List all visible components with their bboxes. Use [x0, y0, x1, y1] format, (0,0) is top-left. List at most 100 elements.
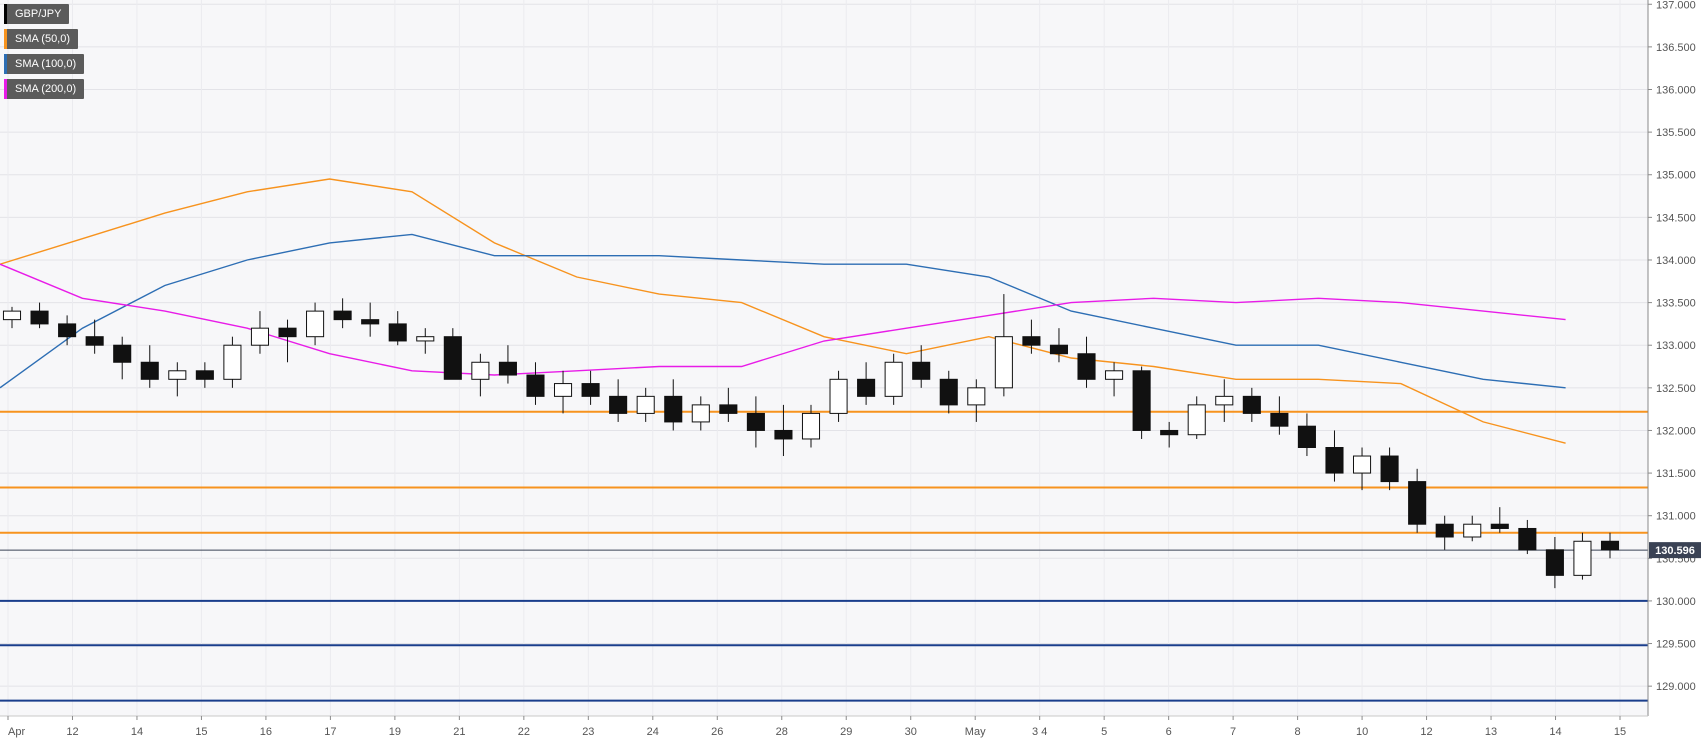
- candle[interactable]: [1490, 507, 1509, 533]
- candle[interactable]: [1187, 396, 1206, 439]
- legend-swatch: [4, 54, 7, 74]
- candle[interactable]: [746, 396, 765, 448]
- legend: GBP/JPY SMA (50,0) SMA (100,0) SMA (200,…: [4, 4, 85, 104]
- candle[interactable]: [140, 345, 159, 388]
- x-axis: Apr 12 14 15 16 17 19 21 22 23 24 26 28 29 30 May 3 4 5 6 7…: [7, 716, 1626, 738]
- legend-item-instrument[interactable]: GBP/JPY: [4, 4, 70, 24]
- x-tick-label: 28: [776, 726, 788, 738]
- candle[interactable]: [1435, 515, 1454, 550]
- candle[interactable]: [636, 387, 655, 422]
- candle[interactable]: [774, 404, 793, 457]
- legend-item-sma-100[interactable]: SMA (100,0): [4, 54, 85, 74]
- candle-body-bearish: [58, 323, 77, 338]
- candle-body-bullish: [691, 404, 710, 423]
- current-price-label: 130.596: [1655, 545, 1695, 557]
- x-tick-label: 14: [131, 726, 143, 738]
- x-tick-label: May: [965, 726, 986, 738]
- x-tick-label: Apr: [8, 726, 25, 738]
- candle[interactable]: [664, 379, 683, 431]
- candle-body-bearish: [1545, 549, 1564, 576]
- candle[interactable]: [250, 311, 270, 354]
- candle[interactable]: [113, 336, 132, 380]
- candle[interactable]: [967, 379, 986, 422]
- candle[interactable]: [719, 387, 738, 422]
- candle[interactable]: [1463, 515, 1482, 542]
- y-axis: 137.000 136.500 136.000 135.500 135.000 134.5…: [1648, 0, 1696, 693]
- candle[interactable]: [1408, 468, 1427, 533]
- candle[interactable]: [857, 362, 876, 405]
- candle[interactable]: [388, 311, 407, 346]
- candle[interactable]: [1352, 447, 1372, 491]
- candle-body-bullish: [168, 370, 187, 380]
- candle[interactable]: [443, 328, 462, 380]
- candle[interactable]: [1518, 519, 1537, 555]
- candle[interactable]: [223, 336, 242, 388]
- x-tick-label: 16: [260, 726, 272, 738]
- candle[interactable]: [581, 370, 600, 405]
- candle-body-bearish: [719, 404, 738, 414]
- x-tick-label: 17: [324, 726, 336, 738]
- candle[interactable]: [58, 315, 77, 346]
- candle[interactable]: [85, 319, 104, 354]
- candle[interactable]: [994, 294, 1013, 397]
- sma-line: [0, 233, 1566, 389]
- candle-body-bearish: [1518, 527, 1537, 551]
- candle[interactable]: [691, 396, 710, 431]
- candle[interactable]: [416, 328, 435, 354]
- candle[interactable]: [471, 353, 490, 397]
- current-price-tag: 130.596: [1649, 542, 1701, 559]
- candle[interactable]: [939, 370, 958, 414]
- x-tick-label: 22: [518, 726, 530, 738]
- candle-body-bearish: [581, 383, 600, 397]
- y-tick-label: 131.000: [1656, 511, 1696, 523]
- candle-body-bearish: [1490, 523, 1509, 529]
- candle[interactable]: [829, 370, 848, 422]
- candle[interactable]: [1325, 430, 1344, 482]
- y-tick-label: 136.000: [1656, 85, 1696, 97]
- candle[interactable]: [1573, 532, 1592, 580]
- candle[interactable]: [498, 345, 517, 384]
- candle[interactable]: [1105, 362, 1124, 397]
- legend-item-sma-50[interactable]: SMA (50,0): [4, 29, 79, 49]
- x-tick-label: 14: [1549, 726, 1561, 738]
- candle[interactable]: [1545, 537, 1564, 589]
- candle[interactable]: [801, 404, 821, 448]
- candle[interactable]: [168, 362, 187, 397]
- y-tick-label: 130.000: [1656, 596, 1696, 608]
- candle-body-bearish: [1077, 353, 1096, 380]
- candle[interactable]: [553, 370, 573, 414]
- candle[interactable]: [1380, 447, 1399, 491]
- legend-label: GBP/JPY: [15, 8, 62, 20]
- legend-swatch: [4, 4, 7, 24]
- candle-body-bullish: [1187, 404, 1206, 436]
- candle[interactable]: [278, 319, 297, 363]
- candle[interactable]: [912, 345, 931, 388]
- candle[interactable]: [1132, 366, 1151, 439]
- candle[interactable]: [333, 298, 352, 329]
- candle-body-bearish: [498, 361, 517, 376]
- candle[interactable]: [361, 302, 380, 337]
- y-tick-label: 134.500: [1656, 212, 1696, 224]
- candle[interactable]: [1022, 319, 1041, 354]
- candle[interactable]: [1049, 328, 1069, 363]
- candle[interactable]: [2, 306, 22, 329]
- candle[interactable]: [195, 362, 214, 388]
- legend-item-sma-200[interactable]: SMA (200,0): [4, 79, 85, 99]
- candle[interactable]: [1297, 413, 1316, 457]
- candle[interactable]: [1242, 387, 1261, 422]
- candle-body-bearish: [333, 310, 352, 321]
- candle-body-bearish: [774, 429, 793, 440]
- x-tick-label: 15: [195, 726, 207, 738]
- candle[interactable]: [526, 362, 545, 405]
- candle[interactable]: [1600, 532, 1620, 559]
- candle[interactable]: [1077, 336, 1096, 388]
- candle[interactable]: [306, 302, 325, 346]
- candle[interactable]: [30, 302, 49, 329]
- candle[interactable]: [884, 353, 903, 405]
- candle[interactable]: [609, 379, 628, 422]
- x-tick-label: 15: [1614, 726, 1626, 738]
- candle[interactable]: [1160, 421, 1179, 448]
- y-tick-label: 135.000: [1656, 170, 1696, 182]
- candle[interactable]: [1215, 379, 1234, 422]
- candle[interactable]: [1270, 396, 1289, 435]
